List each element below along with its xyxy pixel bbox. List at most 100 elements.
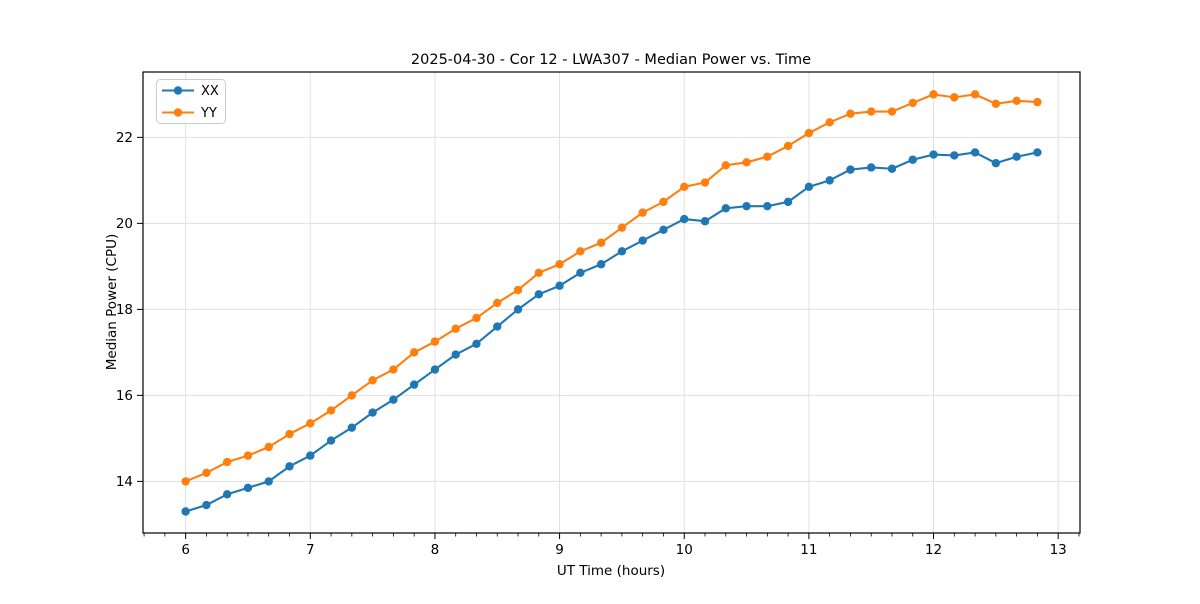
data-point-xx bbox=[513, 305, 523, 314]
data-point-yy bbox=[700, 178, 710, 187]
legend: XX YY bbox=[156, 79, 226, 124]
y-tick-label: 22 bbox=[116, 130, 133, 146]
data-point-xx bbox=[243, 483, 253, 493]
y-tick-label: 20 bbox=[116, 216, 133, 232]
data-point-yy bbox=[846, 109, 855, 118]
data-point-yy bbox=[451, 324, 460, 333]
data-point-xx bbox=[306, 451, 315, 460]
data-point-yy bbox=[783, 141, 793, 151]
data-point-yy bbox=[513, 285, 523, 295]
x-tick-label: 13 bbox=[1050, 542, 1067, 558]
data-point-xx bbox=[825, 176, 834, 185]
data-point-xx bbox=[596, 260, 606, 269]
data-point-yy bbox=[742, 158, 751, 167]
data-point-yy bbox=[825, 118, 834, 127]
data-point-yy bbox=[368, 376, 377, 385]
data-point-yy bbox=[430, 337, 440, 346]
data-point-xx bbox=[950, 151, 959, 160]
data-point-xx bbox=[1012, 152, 1021, 161]
data-point-xx bbox=[970, 148, 980, 157]
data-point-xx bbox=[908, 155, 917, 164]
data-point-yy bbox=[763, 152, 772, 161]
data-point-yy bbox=[389, 365, 398, 374]
data-point-yy bbox=[721, 161, 730, 170]
y-axis-label: Median Power (CPU) bbox=[104, 234, 120, 370]
data-point-xx bbox=[409, 380, 419, 389]
data-point-xx bbox=[389, 395, 398, 404]
x-tick-label: 11 bbox=[800, 542, 817, 558]
data-point-xx bbox=[638, 236, 647, 245]
x-tick-label: 7 bbox=[306, 542, 315, 558]
x-tick-label: 12 bbox=[925, 542, 942, 558]
data-point-xx bbox=[929, 150, 938, 159]
data-point-yy bbox=[867, 107, 876, 116]
data-point-yy bbox=[222, 457, 232, 467]
data-point-yy bbox=[576, 247, 585, 256]
data-point-xx bbox=[347, 423, 357, 432]
data-point-xx bbox=[846, 165, 855, 174]
data-point-yy bbox=[285, 429, 294, 439]
data-point-xx bbox=[222, 490, 232, 499]
data-point-yy bbox=[1012, 96, 1021, 106]
plot-border bbox=[142, 71, 1081, 534]
axis-ticks: 6 7 8 9 10 11 12 13 14 16 18 20 22 bbox=[116, 130, 1080, 558]
data-point-yy bbox=[493, 298, 502, 308]
data-point-xx bbox=[451, 350, 460, 359]
data-point-xx bbox=[430, 365, 440, 374]
gridlines bbox=[143, 72, 1080, 533]
data-point-yy bbox=[638, 208, 647, 217]
data-point-yy bbox=[347, 391, 357, 400]
data-point-yy bbox=[991, 99, 1001, 109]
data-point-xx bbox=[659, 225, 668, 235]
data-point-xx bbox=[887, 164, 897, 173]
data-point-xx bbox=[368, 408, 377, 417]
data-point-yy bbox=[243, 451, 253, 460]
legend-marker-yy bbox=[173, 108, 183, 117]
data-point-xx bbox=[617, 247, 627, 256]
data-point-xx bbox=[181, 507, 190, 516]
data-point-xx bbox=[867, 163, 876, 172]
data-point-xx bbox=[326, 436, 336, 445]
y-tick-label: 14 bbox=[116, 474, 133, 490]
data-point-yy bbox=[908, 98, 917, 108]
data-point-xx bbox=[742, 201, 751, 211]
data-point-yy bbox=[326, 406, 336, 415]
data-point-xx bbox=[804, 182, 814, 192]
data-point-xx bbox=[264, 477, 273, 486]
data-point-yy bbox=[181, 477, 190, 486]
data-point-xx bbox=[493, 322, 502, 331]
x-tick-label: 6 bbox=[181, 542, 190, 558]
x-tick-label: 8 bbox=[431, 542, 440, 558]
data-point-yy bbox=[617, 223, 627, 232]
data-point-xx bbox=[555, 281, 564, 290]
data-point-yy bbox=[1033, 97, 1042, 107]
data-point-yy bbox=[264, 442, 273, 452]
data-point-xx bbox=[680, 214, 689, 224]
legend-marker-xx bbox=[173, 86, 183, 95]
data-point-yy bbox=[555, 260, 564, 269]
data-point-yy bbox=[202, 468, 211, 477]
y-tick-label: 16 bbox=[116, 388, 133, 404]
x-axis-label: UT Time (hours) bbox=[557, 563, 665, 579]
data-point-yy bbox=[306, 419, 315, 428]
data-point-yy bbox=[950, 93, 959, 102]
x-tick-label: 10 bbox=[676, 542, 693, 558]
data-point-yy bbox=[804, 128, 814, 138]
data-point-xx bbox=[285, 462, 294, 471]
data-point-yy bbox=[596, 238, 606, 247]
data-point-xx bbox=[763, 201, 772, 211]
data-point-xx bbox=[721, 204, 730, 213]
data-point-yy bbox=[659, 197, 668, 207]
data-point-xx bbox=[576, 268, 585, 278]
data-series bbox=[181, 90, 1042, 516]
chart-title: 2025-04-30 - Cor 12 - LWA307 - Median Po… bbox=[411, 52, 811, 68]
data-point-xx bbox=[991, 158, 1001, 168]
data-point-yy bbox=[970, 90, 980, 99]
data-point-yy bbox=[409, 348, 419, 357]
data-point-xx bbox=[202, 500, 211, 510]
x-tick-label: 9 bbox=[555, 542, 564, 558]
data-point-xx bbox=[783, 197, 793, 207]
data-point-xx bbox=[700, 217, 710, 226]
